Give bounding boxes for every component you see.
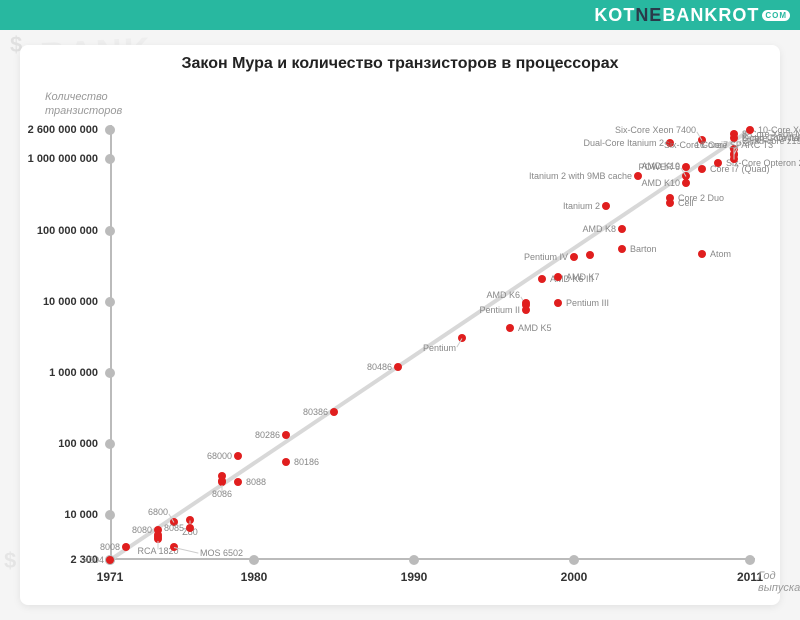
scatter-plot: 2 30010 000100 0001 000 00010 000 000100… — [110, 130, 750, 560]
data-point — [554, 273, 562, 281]
y-tick-label: 1 000 000 — [49, 367, 98, 379]
data-point — [554, 299, 562, 307]
y-tick-label: 2 600 000 000 — [28, 124, 98, 136]
data-point-label: 8008 — [100, 542, 120, 552]
data-point — [330, 408, 338, 416]
data-point-label: 80486 — [367, 362, 392, 372]
data-point — [218, 472, 226, 480]
data-point-label: AMD K10 — [641, 178, 680, 188]
x-axis-line — [110, 558, 755, 560]
data-point — [746, 126, 754, 134]
y-tick-label: 10 000 000 — [43, 296, 98, 308]
data-point-label: AMD K6 — [486, 290, 520, 300]
data-point-label: Itanium 2 — [563, 201, 600, 211]
data-point — [282, 458, 290, 466]
x-tick-dot — [745, 555, 755, 565]
data-point — [586, 251, 594, 259]
data-point-label: Pentium II — [479, 305, 520, 315]
data-point — [394, 363, 402, 371]
y-tick-dot — [105, 368, 115, 378]
data-point-label: Barton — [630, 244, 657, 254]
y-tick-dot — [105, 510, 115, 520]
y-tick-dot — [105, 226, 115, 236]
logo-ne: NE — [635, 5, 662, 25]
data-point-label: 8088 — [246, 477, 266, 487]
data-point — [186, 524, 194, 532]
data-point — [154, 531, 162, 539]
y-tick-dot — [105, 439, 115, 449]
data-point-label: AMD K5 — [518, 323, 552, 333]
data-point-label: AMD K10 — [641, 161, 680, 171]
x-tick-label: 2000 — [561, 570, 588, 584]
data-point-label: 8085 — [164, 523, 184, 533]
data-point-label: Atom — [710, 249, 731, 259]
data-point-label: 80286 — [255, 430, 280, 440]
x-tick-dot — [409, 555, 419, 565]
y-tick-dot — [105, 125, 115, 135]
y-axis-title: Количествотранзисторов — [45, 90, 122, 119]
data-point — [618, 245, 626, 253]
y-tick-dot — [105, 297, 115, 307]
y-tick-label: 10 000 — [64, 509, 98, 521]
data-point — [522, 299, 530, 307]
data-point — [714, 159, 722, 167]
data-point-label: Dual-Core Itanium 2 — [583, 138, 664, 148]
data-point-label: 10-Core Xeon Westmere-EX — [758, 125, 800, 135]
data-point — [682, 163, 690, 171]
site-header: KOTNEBANKROTCOM — [0, 0, 800, 30]
data-point-label: 4004 — [84, 555, 104, 565]
data-point — [106, 556, 114, 564]
data-point-label: AMD K7 — [566, 272, 600, 282]
data-point — [506, 324, 514, 332]
data-point-label: 6800 — [148, 507, 168, 517]
data-point-label: Itanium 2 with 9MB cache — [529, 171, 632, 181]
data-point — [570, 253, 578, 261]
data-point-label: Cell — [678, 198, 694, 208]
data-point-label: Pentium — [423, 343, 456, 353]
logo-badge: COM — [762, 10, 790, 21]
y-tick-label: 1 000 000 000 — [28, 153, 98, 165]
data-point-label: MOS 6502 — [200, 548, 243, 558]
leader-line — [734, 148, 735, 160]
data-point — [234, 452, 242, 460]
y-axis-line — [110, 125, 112, 560]
data-point — [538, 275, 546, 283]
x-tick-dot — [249, 555, 259, 565]
data-point — [618, 225, 626, 233]
logo-part1: KOT — [594, 5, 635, 25]
data-point — [698, 250, 706, 258]
data-point-label: Pentium IV — [524, 252, 568, 262]
x-tick-label: 1971 — [97, 570, 124, 584]
data-point — [682, 179, 690, 187]
chart-title: Закон Мура и количество транзисторов в п… — [0, 55, 800, 73]
data-point-label: AMD K8 — [582, 224, 616, 234]
data-point — [666, 199, 674, 207]
data-point-label: 80186 — [294, 457, 319, 467]
x-tick-label: 1980 — [241, 570, 268, 584]
data-point — [234, 478, 242, 486]
data-point-label: 8080 — [132, 525, 152, 535]
y-tick-dot — [105, 154, 115, 164]
data-point-label: 68000 — [207, 451, 232, 461]
logo-part2: BANKROT — [662, 5, 759, 25]
data-point — [602, 202, 610, 210]
data-point — [122, 543, 130, 551]
data-point — [698, 165, 706, 173]
data-point-label: Pentium III — [566, 298, 609, 308]
svg-text:$: $ — [4, 548, 16, 573]
x-tick-dot — [569, 555, 579, 565]
site-logo: KOTNEBANKROTCOM — [594, 5, 790, 26]
x-tick-label: 1990 — [401, 570, 428, 584]
data-point-label: 80386 — [303, 407, 328, 417]
data-point — [282, 431, 290, 439]
data-point-label: Six-Core Xeon 7400 — [615, 125, 696, 135]
y-tick-label: 100 000 000 — [37, 225, 98, 237]
y-tick-label: 100 000 — [58, 438, 98, 450]
x-axis-title: Год выпуска — [758, 570, 800, 594]
